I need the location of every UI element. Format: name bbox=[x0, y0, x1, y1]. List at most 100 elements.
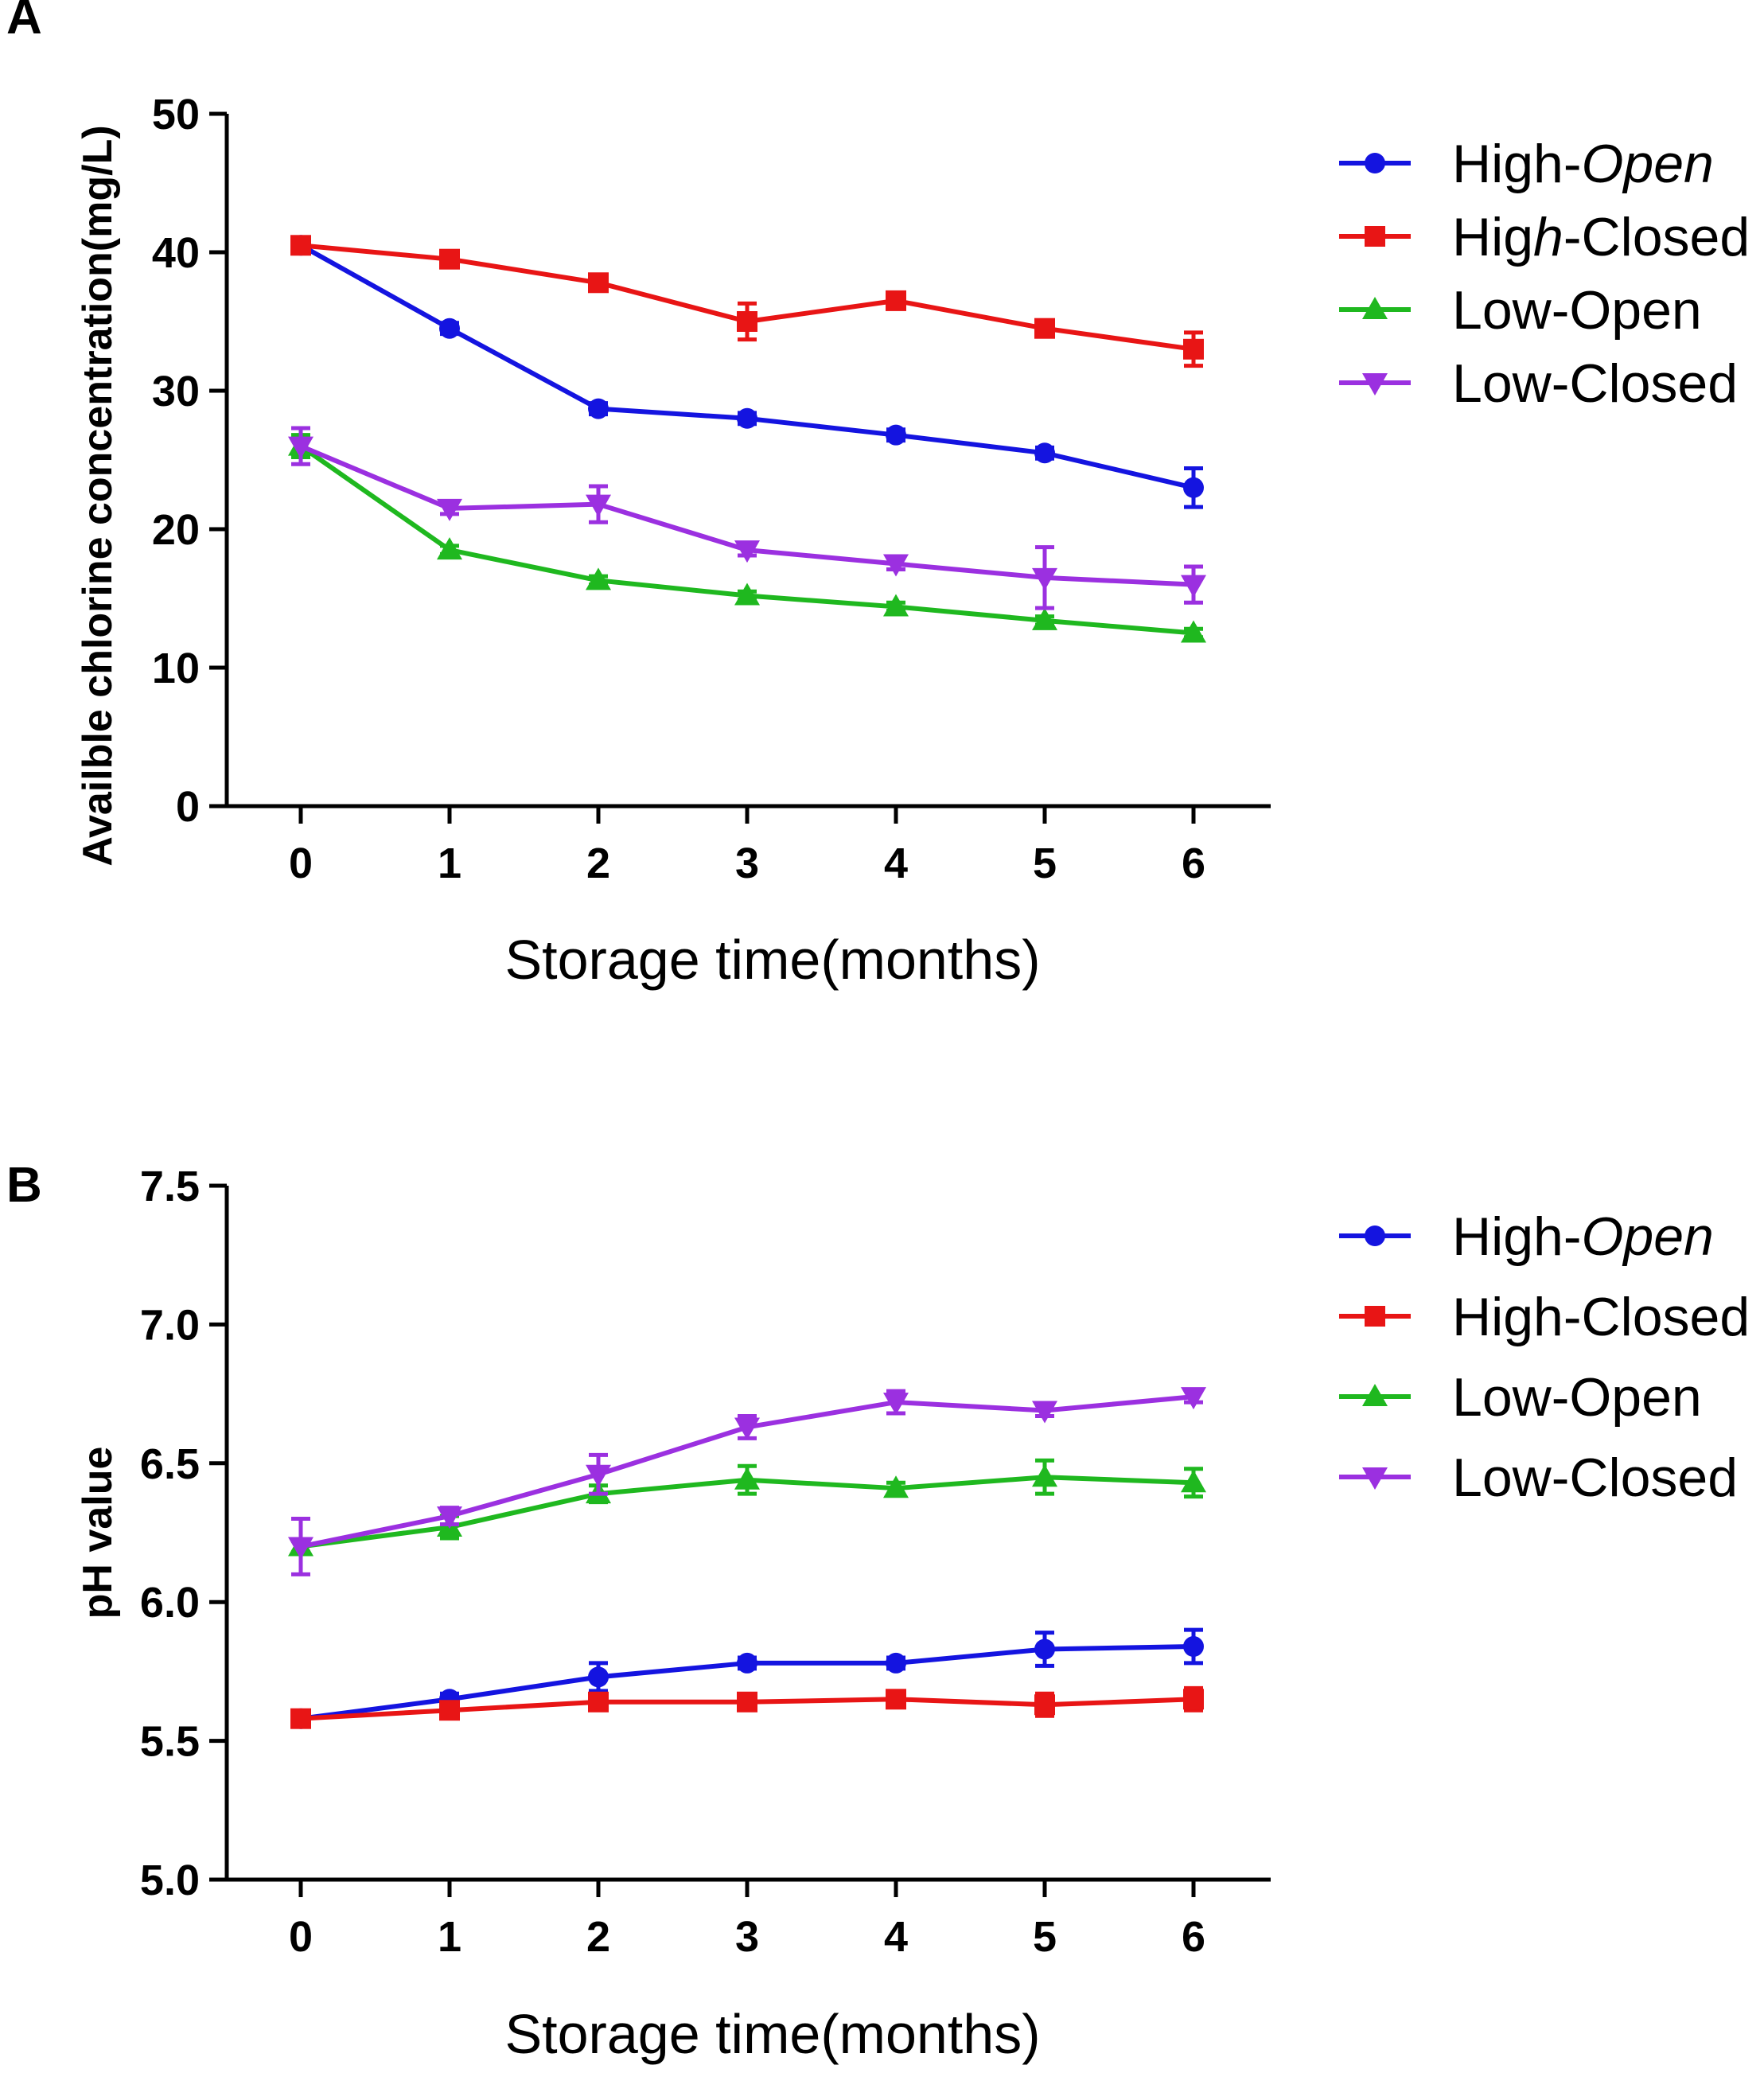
data-point bbox=[588, 272, 609, 294]
panel-letter: A bbox=[6, 0, 42, 45]
legend-entry: Low-Closed bbox=[1339, 353, 1738, 414]
data-point bbox=[1032, 567, 1057, 590]
series-line bbox=[299, 443, 1194, 587]
panel-letter: B bbox=[6, 1158, 42, 1213]
data-point bbox=[288, 1537, 313, 1560]
series-low-open bbox=[288, 433, 1206, 643]
data-point bbox=[586, 1464, 611, 1487]
data-point bbox=[734, 1467, 760, 1490]
x-tick-label: 6 bbox=[1182, 840, 1205, 887]
series-low-open bbox=[288, 1458, 1206, 1557]
data-point bbox=[1181, 1387, 1206, 1410]
legend-entry: High-Open bbox=[1339, 1206, 1714, 1267]
x-tick-label: 6 bbox=[1182, 1913, 1205, 1961]
legend-label-part: Open bbox=[1582, 1206, 1714, 1267]
data-point bbox=[586, 567, 611, 590]
x-tick-label: 5 bbox=[1033, 840, 1057, 887]
legend-marker bbox=[1362, 1467, 1388, 1490]
series-line bbox=[299, 243, 1194, 490]
data-point bbox=[1032, 1464, 1057, 1487]
x-axis-title: Storage time(months) bbox=[504, 2003, 1040, 2065]
series-high-open bbox=[290, 1627, 1204, 1729]
y-tick-label: 30 bbox=[152, 368, 200, 415]
data-point bbox=[1181, 620, 1206, 643]
legend-marker bbox=[1362, 1384, 1388, 1406]
y-tick-label: 10 bbox=[152, 645, 200, 692]
data-point bbox=[1183, 1689, 1204, 1710]
legend-label-part: -Closed bbox=[1563, 207, 1750, 267]
x-tick-label: 3 bbox=[735, 1913, 759, 1961]
data-point bbox=[437, 498, 462, 521]
x-axis-title: Storage time(months) bbox=[504, 929, 1040, 991]
legend-label-part: Open bbox=[1582, 134, 1714, 194]
x-tick-label: 1 bbox=[438, 1913, 461, 1961]
legend-label-part: High- bbox=[1452, 1206, 1582, 1267]
legend-label-part: Low-Closed bbox=[1452, 353, 1738, 414]
legend-label-part: Low-Closed bbox=[1452, 1448, 1738, 1508]
data-point bbox=[1183, 1636, 1204, 1658]
legend-label-part: h bbox=[1533, 207, 1563, 267]
data-point bbox=[1181, 1470, 1206, 1493]
data-point bbox=[737, 311, 757, 332]
data-point bbox=[586, 494, 611, 517]
data-point bbox=[886, 1652, 906, 1674]
x-tick-label: 3 bbox=[735, 840, 759, 887]
x-tick-label: 0 bbox=[289, 1913, 313, 1961]
legend-entry: Low-Open bbox=[1339, 1367, 1702, 1428]
data-point bbox=[734, 540, 760, 563]
y-tick-label: 5.0 bbox=[140, 1857, 200, 1904]
series-high-closed bbox=[290, 1685, 1204, 1729]
legend-label: High-Closed bbox=[1452, 1287, 1750, 1347]
data-point bbox=[588, 1666, 609, 1688]
data-point bbox=[290, 1708, 311, 1729]
data-point bbox=[737, 1691, 757, 1713]
x-tick-label: 2 bbox=[586, 1913, 610, 1961]
data-point bbox=[883, 594, 909, 617]
y-tick-label: 5.5 bbox=[140, 1718, 200, 1766]
legend-entry: Low-Closed bbox=[1339, 1448, 1738, 1508]
legend-entry: High-Closed bbox=[1339, 207, 1750, 267]
data-point bbox=[437, 537, 462, 560]
data-point bbox=[290, 235, 311, 256]
data-point bbox=[588, 398, 609, 419]
data-point bbox=[1034, 442, 1055, 464]
y-tick-label: 6.0 bbox=[140, 1579, 200, 1627]
legend-label: Low-Closed bbox=[1452, 1448, 1738, 1508]
legend-label: High-Open bbox=[1452, 1206, 1714, 1267]
data-point bbox=[288, 436, 313, 459]
x-tick-label: 1 bbox=[438, 840, 461, 887]
x-tick-label: 2 bbox=[586, 840, 610, 887]
data-point bbox=[1183, 477, 1204, 498]
x-tick-label: 5 bbox=[1033, 1913, 1057, 1961]
legend-entry: High-Closed bbox=[1339, 1287, 1750, 1347]
legend-marker bbox=[1365, 1225, 1385, 1246]
series-high-open bbox=[290, 235, 1204, 509]
legend-marker bbox=[1365, 226, 1385, 247]
data-point bbox=[734, 1417, 760, 1440]
data-point bbox=[1034, 318, 1055, 339]
y-tick-label: 7.5 bbox=[140, 1163, 200, 1210]
data-point bbox=[588, 1691, 609, 1713]
y-tick-label: 6.5 bbox=[140, 1440, 200, 1488]
legend-marker bbox=[1362, 297, 1388, 319]
series-low-closed bbox=[288, 426, 1206, 610]
data-point bbox=[439, 248, 460, 270]
legend-entry: High-Open bbox=[1339, 134, 1714, 194]
legend-label-part: High- bbox=[1452, 134, 1582, 194]
legend-label-part: Hig bbox=[1452, 207, 1533, 267]
data-point bbox=[886, 1689, 906, 1710]
y-tick-label: 20 bbox=[152, 506, 200, 554]
legend-label: Low-Open bbox=[1452, 1367, 1702, 1428]
y-axis-title: Availble chlorine concentration(mg/L) bbox=[75, 125, 121, 866]
data-point bbox=[439, 318, 460, 339]
series-high-closed bbox=[290, 235, 1204, 368]
data-point bbox=[1183, 338, 1204, 360]
data-point bbox=[439, 1700, 460, 1721]
legend-marker bbox=[1365, 153, 1385, 173]
y-tick-label: 50 bbox=[152, 91, 200, 138]
legend-label-part: High-Closed bbox=[1452, 1287, 1750, 1347]
chart-panel-A: A 0 10 20 30 40 50 0 1 2 3 4 5 6 Storage time(months) A… bbox=[6, 0, 1750, 991]
data-point bbox=[1032, 1401, 1057, 1424]
data-point bbox=[1034, 1694, 1055, 1716]
legend-label: High-Open bbox=[1452, 134, 1714, 194]
